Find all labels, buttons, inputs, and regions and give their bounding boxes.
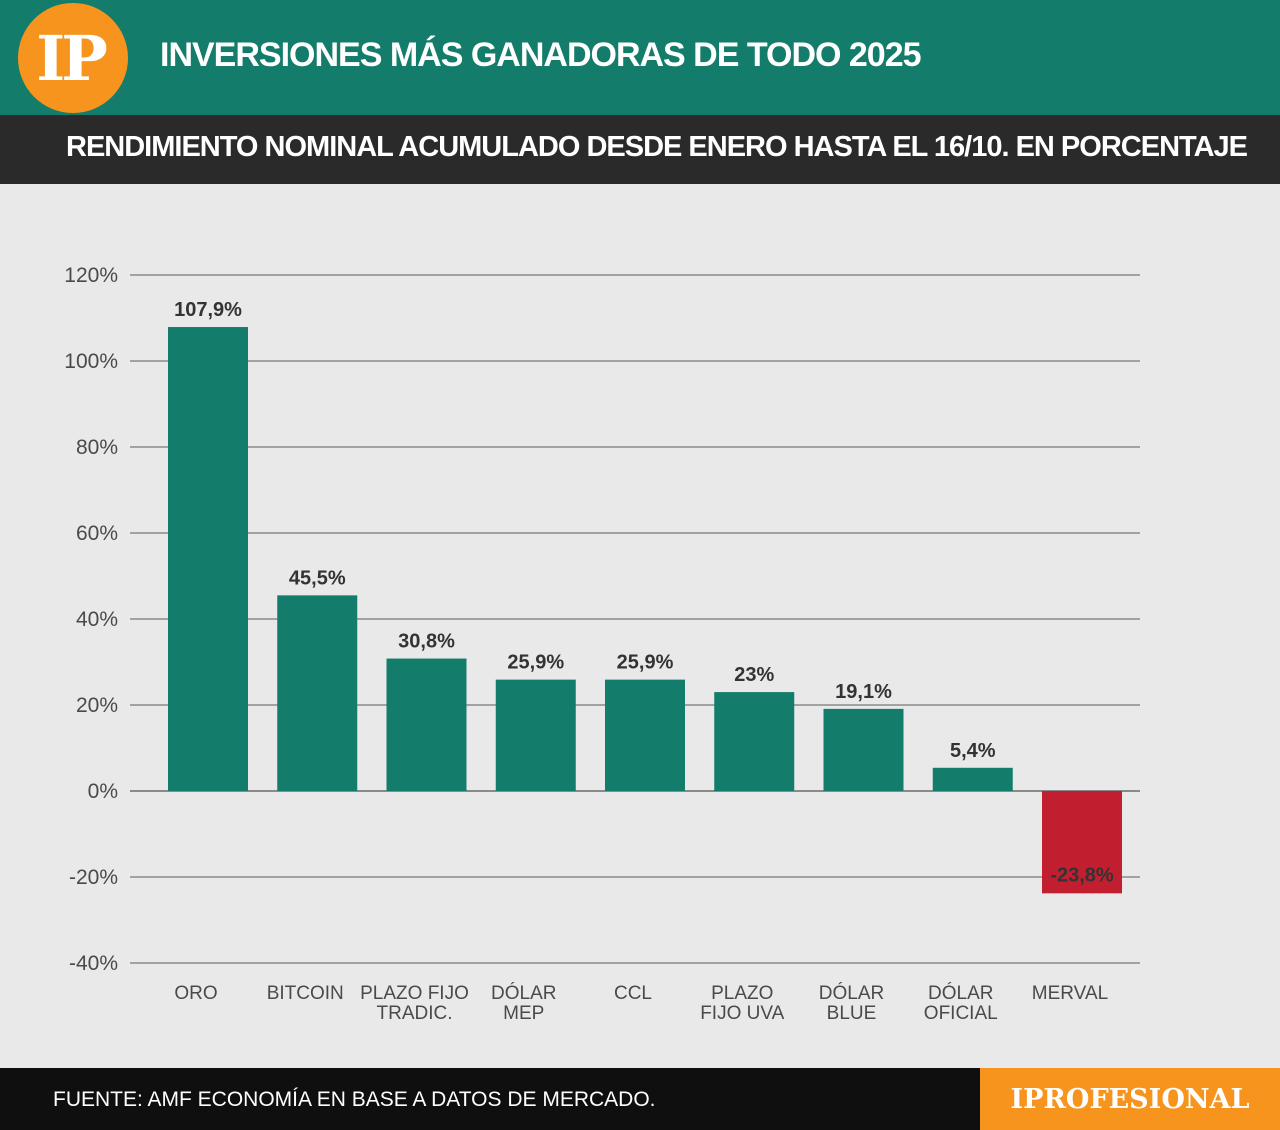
category-label: PLAZO [711,983,773,1004]
category-label: PLAZO FIJO [360,983,469,1004]
y-tick-label: 20% [76,694,118,717]
category-label: DÓLAR [928,982,993,1004]
data-label: -23,8% [1050,864,1114,886]
bar [495,679,576,791]
bar [605,679,685,791]
category-label: DÓLAR [819,982,884,1004]
data-label: 23% [734,664,774,686]
bar [386,658,467,791]
data-label: 25,9% [507,652,564,674]
bar [823,708,904,791]
category-label: CCL [614,983,652,1004]
y-tick-label: 40% [76,608,118,631]
y-tick-label: 120% [64,264,118,287]
y-tick-label: -40% [69,952,118,975]
y-tick-label: 60% [76,522,118,545]
y-tick-label: 80% [76,436,118,459]
category-label: BITCOIN [267,983,344,1004]
bar [277,595,358,791]
category-label: ORO [174,983,217,1004]
header-bar: IP INVERSIONES MÁS GANADORAS DE TODO 202… [0,0,1280,115]
data-label: 45,5% [289,567,346,589]
data-label: 19,1% [835,681,892,703]
category-label: FIJO UVA [700,1003,784,1024]
y-tick-label: 0% [88,780,118,803]
data-label: 107,9% [174,299,242,321]
category-label: DÓLAR [491,982,556,1004]
subtitle-bar: RENDIMIENTO NOMINAL ACUMULADO DESDE ENER… [0,115,1280,184]
chart-title: INVERSIONES MÁS GANADORAS DE TODO 2025 [160,36,922,74]
footer-bar: FUENTE: AMF ECONOMÍA EN BASE A DATOS DE … [0,1068,980,1130]
source-note: FUENTE: AMF ECONOMÍA EN BASE A DATOS DE … [53,1088,656,1111]
category-label: MERVAL [1032,983,1108,1004]
bar [168,327,248,791]
y-tick-label: -20% [69,866,118,889]
data-label: 30,8% [398,631,455,653]
category-label: TRADIC. [377,1003,453,1024]
bar [1042,791,1122,894]
logo-text: IP [36,21,108,95]
chart-subtitle: RENDIMIENTO NOMINAL ACUMULADO DESDE ENER… [66,131,1248,163]
y-tick-label: 100% [64,350,118,373]
category-label: MEP [503,1003,544,1024]
brand-badge: IPROFESIONAL [980,1068,1280,1130]
data-label: 25,9% [617,652,674,674]
data-label: 5,4% [950,740,996,762]
brand-text: IPROFESIONAL [1010,1083,1250,1115]
category-label: OFICIAL [924,1003,998,1024]
ip-logo: IP [18,3,128,113]
bar [932,767,1013,791]
category-label: BLUE [827,1003,877,1024]
bar [714,692,795,791]
